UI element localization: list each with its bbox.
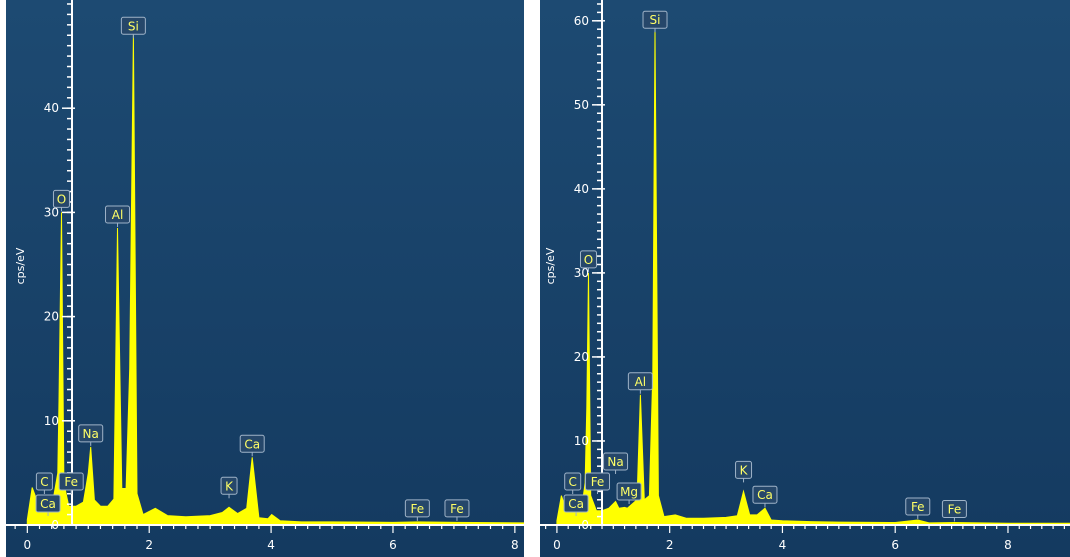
- peak-label-si: Si: [642, 10, 668, 33]
- y-axis-label: cps/eV: [14, 247, 27, 284]
- svg-text:Si: Si: [128, 19, 139, 33]
- x-tick-label: 6: [389, 538, 397, 552]
- peak-label-o: O: [52, 189, 70, 212]
- spectrum-series-0: [556, 29, 1070, 526]
- svg-text:Fe: Fe: [948, 502, 962, 516]
- x-tick-label: 0: [553, 538, 561, 552]
- svg-text:Na: Na: [607, 455, 623, 469]
- svg-text:O: O: [57, 192, 66, 206]
- peak-label-ca: Ca: [35, 494, 61, 516]
- svg-text:Fe: Fe: [911, 500, 925, 514]
- spectrum-series-0: [26, 35, 524, 526]
- peak-label-fe: Fe: [444, 499, 470, 521]
- peak-label-k: K: [220, 476, 238, 499]
- peak-label-al: Al: [105, 205, 131, 228]
- peak-label-fe: Fe: [905, 497, 931, 519]
- x-tick-label: 2: [145, 538, 153, 552]
- peak-label-al: Al: [627, 372, 653, 394]
- x-tick-label: 2: [666, 538, 674, 552]
- svg-text:Fe: Fe: [591, 475, 605, 489]
- x-tick-label: 4: [267, 538, 275, 552]
- y-tick-label: 10: [574, 434, 589, 448]
- svg-text:K: K: [225, 479, 234, 493]
- peak-label-ca: Ca: [752, 485, 778, 508]
- svg-text:Ca: Ca: [40, 497, 56, 511]
- y-tick-label: 50: [574, 98, 589, 112]
- y-tick-label: 10: [44, 414, 59, 428]
- y-tick-label: 20: [574, 350, 589, 364]
- y-axis-label: cps/eV: [544, 247, 557, 284]
- svg-text:O: O: [584, 253, 593, 267]
- peak-label-na: Na: [603, 452, 629, 474]
- y-tick-label: 20: [44, 310, 59, 324]
- svg-text:Si: Si: [650, 13, 661, 27]
- peak-label-ca: Ca: [563, 494, 589, 516]
- peak-label-si: Si: [120, 16, 146, 39]
- y-tick-label: 30: [44, 205, 59, 219]
- svg-text:Ca: Ca: [244, 437, 260, 451]
- peak-label-na: Na: [78, 424, 104, 446]
- svg-text:Al: Al: [112, 208, 124, 222]
- x-tick-label: 8: [511, 538, 519, 552]
- x-tick-label: 0: [24, 538, 32, 552]
- svg-text:Fe: Fe: [450, 502, 464, 516]
- svg-text:K: K: [740, 463, 749, 477]
- peak-label-k: K: [735, 460, 753, 483]
- y-tick-label: 60: [574, 14, 589, 28]
- peak-label-o: O: [579, 250, 597, 272]
- peak-label-ca: Ca: [239, 434, 265, 457]
- x-tick-label: 8: [1004, 538, 1012, 552]
- svg-text:Ca: Ca: [757, 488, 773, 502]
- peak-label-fe: Fe: [585, 472, 611, 494]
- peak-label-c: C: [35, 472, 53, 494]
- plot-background: [6, 0, 524, 557]
- x-tick-label: 6: [891, 538, 899, 552]
- y-tick-label: 40: [574, 182, 589, 196]
- svg-text:Al: Al: [635, 375, 647, 389]
- peak-label-mg: Mg: [616, 482, 642, 504]
- svg-text:Na: Na: [83, 427, 99, 441]
- svg-text:Ca: Ca: [568, 497, 584, 511]
- svg-text:Fe: Fe: [64, 475, 78, 489]
- peak-label-fe: Fe: [404, 499, 430, 521]
- spectrum-chart-right: 0102030405060cps/eV02468SiOAlNaMgKCaCCaF…: [540, 0, 1070, 557]
- svg-text:C: C: [569, 475, 577, 489]
- peak-label-fe: Fe: [58, 472, 84, 494]
- peak-label-c: C: [564, 472, 582, 494]
- plot-background: [540, 0, 1070, 557]
- svg-text:C: C: [40, 475, 48, 489]
- y-tick-label: 30: [574, 266, 589, 280]
- svg-text:Mg: Mg: [620, 485, 638, 499]
- x-tick-label: 4: [779, 538, 787, 552]
- spectrum-panel-right: 0102030405060cps/eV02468SiOAlNaMgKCaCCaF…: [540, 0, 1070, 557]
- svg-text:Fe: Fe: [411, 502, 425, 516]
- y-tick-label: 40: [44, 101, 59, 115]
- peak-label-fe: Fe: [941, 499, 967, 522]
